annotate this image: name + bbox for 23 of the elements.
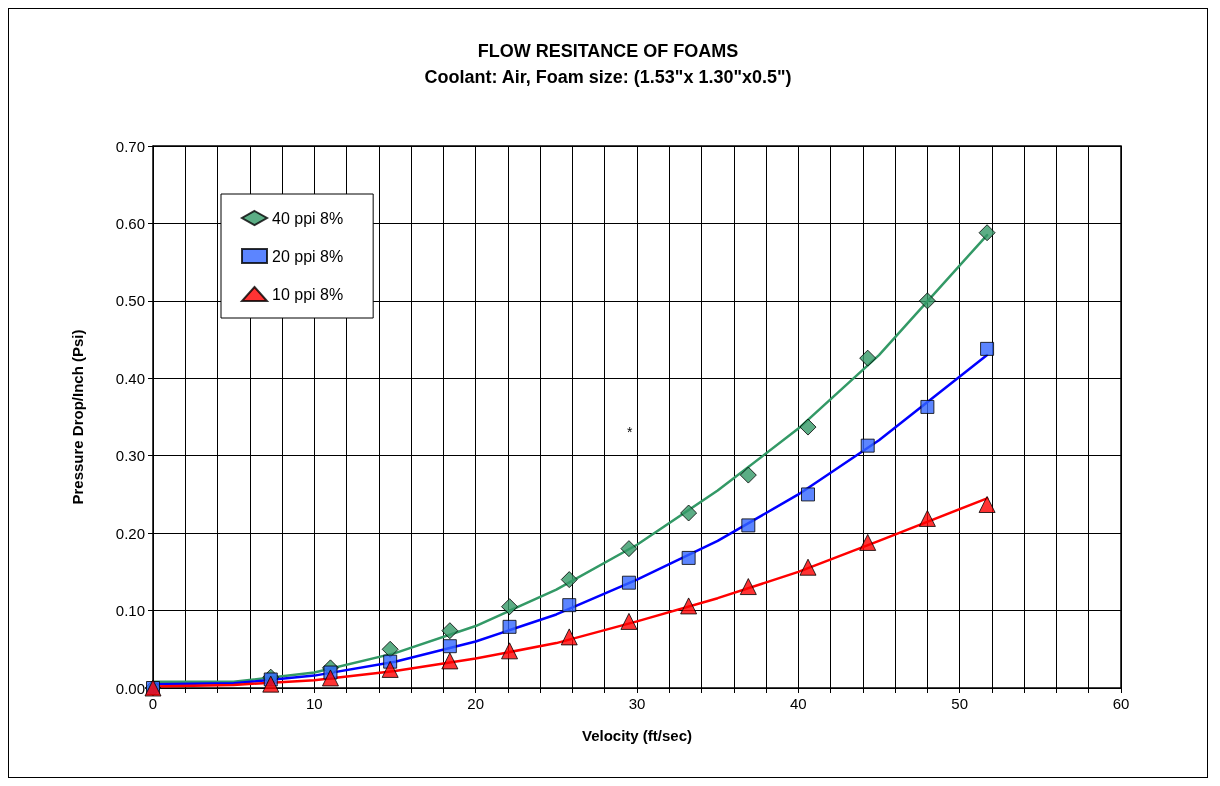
y-tick-label: 0.60 xyxy=(115,214,145,232)
x-axis-title: Velocity (ft/sec) xyxy=(581,727,693,744)
chart-subtitle: Coolant: Air, Foam size: (1.53"x 1.30"x0.5") xyxy=(424,67,792,87)
y-tick-label: 0.20 xyxy=(115,524,145,542)
legend-label: 10 ppi 8% xyxy=(272,285,344,303)
y-tick-label: 0.30 xyxy=(115,447,145,465)
y-tick-label: 0.40 xyxy=(115,369,145,387)
x-tick-label: 60 xyxy=(1112,695,1130,712)
y-axis-title: Pressure Drop/Inch (Psi) xyxy=(69,329,86,505)
legend-label: 20 ppi 8% xyxy=(272,247,344,265)
y-tick-label: 0.50 xyxy=(115,292,145,310)
x-tick-label: 10 xyxy=(305,695,323,712)
chart-title: FLOW RESITANCE OF FOAMS xyxy=(477,41,739,61)
x-tick-label: 30 xyxy=(628,695,646,712)
y-tick-label: 0.10 xyxy=(115,602,145,620)
x-tick-label: 40 xyxy=(789,695,807,712)
x-tick-label: 50 xyxy=(951,695,969,712)
y-tick-label: 0.00 xyxy=(115,679,145,697)
x-tick-label: 20 xyxy=(467,695,485,712)
annotation: * xyxy=(627,424,633,440)
y-tick-label: 0.70 xyxy=(115,137,145,155)
x-tick-label: 0 xyxy=(148,695,158,712)
legend-label: 40 ppi 8% xyxy=(272,209,344,227)
